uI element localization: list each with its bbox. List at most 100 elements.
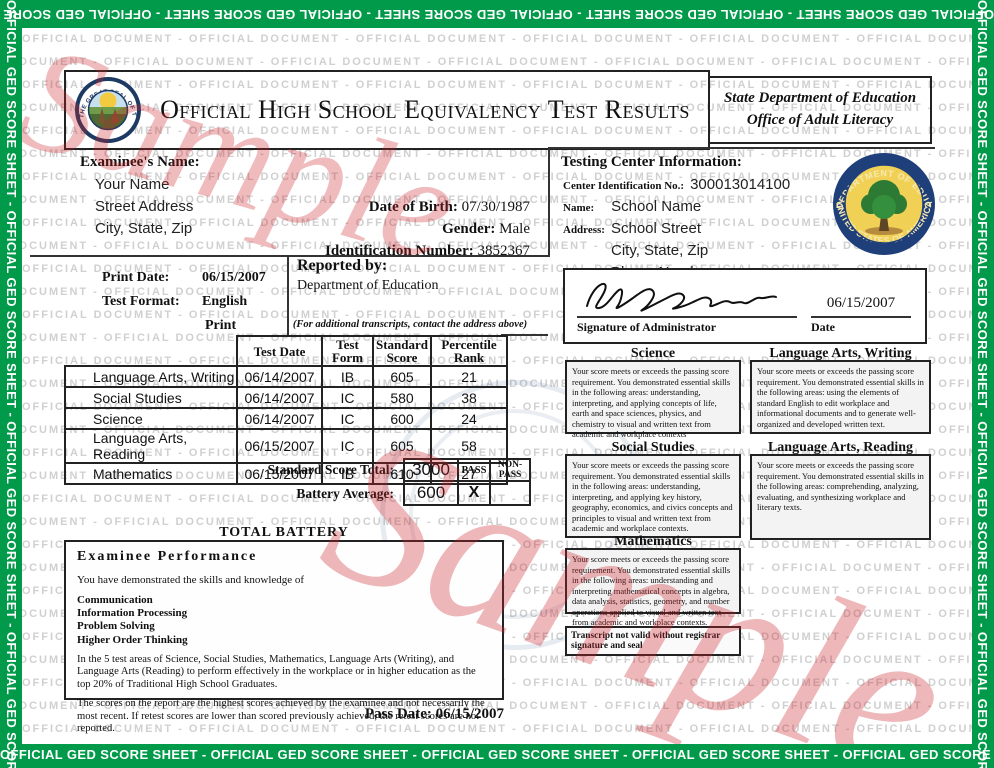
percentile-cell: 38 [430, 386, 508, 409]
reported-by-label: Reported by: [297, 257, 388, 274]
center-name-value: School Name [611, 198, 702, 215]
pattern-row: OFFICIAL DOCUMENT - OFFICIAL DOCUMENT - … [22, 125, 972, 137]
examinee-name-label: Examinee's Name: [80, 154, 200, 170]
subject-cell: Social Studies [64, 386, 238, 409]
subject-cell: Mathematics [64, 462, 238, 485]
pass-mark: X [459, 482, 491, 506]
document-content: THE GREAT SEAL OF THE STATE OF OHIO Offi… [22, 28, 972, 744]
date-line [811, 316, 911, 318]
total-battery-heading: TOTAL BATTERY [219, 525, 349, 540]
performance-paragraph: The scores on the report are the highest… [77, 698, 485, 735]
social-studies-box-title: Social Studies [611, 440, 695, 455]
state-seal-icon: THE GREAT SEAL OF THE STATE OF OHIO [74, 76, 141, 143]
pattern-row: OFFICIAL DOCUMENT - OFFICIAL DOCUMENT - … [22, 79, 972, 91]
agency-line1: State Department of Education [723, 90, 917, 107]
pattern-row: OFFICIAL DOCUMENT - OFFICIAL DOCUMENT - … [22, 56, 972, 68]
print-date-value: 06/15/2007 [202, 270, 266, 285]
la-writing-box-title: Language Arts, Writing [769, 346, 912, 361]
examinee-name: Your Name [95, 176, 170, 193]
gender-value: Male [499, 221, 530, 237]
divider-line [548, 147, 935, 149]
pattern-row: OFFICIAL DOCUMENT - OFFICIAL DOCUMENT - … [22, 148, 972, 160]
examinee-street: Street Address [95, 198, 194, 215]
pattern-row: OFFICIAL DOCUMENT - OFFICIAL DOCUMENT - … [22, 723, 972, 735]
form-cell: IC [321, 428, 374, 464]
form-cell: IB [321, 462, 374, 485]
non-pass-mark [491, 482, 531, 506]
pattern-row: OFFICIAL DOCUMENT - OFFICIAL DOCUMENT - … [22, 240, 972, 252]
dob-value: 07/30/1987 [461, 199, 530, 215]
subject-cell: Science [64, 407, 238, 430]
subject-cell: Language Arts, Reading [64, 428, 238, 464]
examinee-performance-box: Examinee Performance You have demonstrat… [64, 540, 504, 734]
battery-average-value: 600 [403, 482, 459, 506]
pattern-row: OFFICIAL DOCUMENT - OFFICIAL DOCUMENT - … [22, 217, 972, 229]
divider-line [548, 147, 550, 257]
center-id-label: Center Identification No.: [563, 180, 685, 192]
dob-label: Date of Birth: [368, 199, 458, 215]
score-cell: 600 [372, 407, 432, 430]
la-reading-box: Your score meets or exceeds the passing … [750, 454, 931, 540]
date-label: Date [811, 320, 835, 334]
form-cell: IC [321, 407, 374, 430]
center-name-label: Name: [563, 202, 595, 214]
date-cell: 06/14/2007 [236, 407, 323, 430]
battery-average-label: Battery Average: [296, 486, 394, 501]
standard-score-total-value: 3000 [403, 458, 459, 482]
col-header-test-form: Test Form [321, 335, 374, 367]
divider-line [501, 334, 548, 336]
signature-label: Signature of Administrator [577, 320, 717, 334]
date-cell: 06/15/2007 [236, 428, 323, 464]
score-cell: 580 [372, 386, 432, 409]
divider-line [287, 255, 289, 335]
document-paper: OFFICIAL DOCUMENT - OFFICIAL DOCUMENT - … [22, 28, 972, 744]
percentile-cell: 27 [430, 462, 508, 485]
performance-box-title: Examinee Performance [77, 549, 258, 564]
examinee-details-block: Date of Birth: 07/30/1987 Gender: Male I… [222, 196, 530, 262]
scores-table-header-row: Test Date Test Form Standard Score Perce… [65, 335, 508, 367]
print-date-label: Print Date: [102, 270, 170, 285]
standard-score-total-label: Standard Score Total: [267, 462, 394, 477]
center-id-value: 300013014100 [690, 176, 791, 193]
pattern-row: OFFICIAL DOCUMENT - OFFICIAL DOCUMENT - … [22, 700, 972, 712]
additional-transcripts-note: (For additional transcripts, contact the… [292, 319, 528, 330]
skill-item: Information Processing [77, 607, 188, 620]
pattern-row: OFFICIAL DOCUMENT - OFFICIAL DOCUMENT - … [22, 33, 972, 45]
border-strip-top: OFFICIAL GED SCORE SHEET - OFFICIAL GED … [0, 7, 994, 22]
form-cell: IC [321, 386, 374, 409]
mathematics-box-title: Mathematics [614, 534, 692, 549]
percentile-cell: 24 [430, 407, 508, 430]
skill-item: Problem Solving [77, 620, 155, 633]
date-cell: 06/15/2007 [236, 462, 323, 485]
science-box: Your score meets or exceeds the passing … [565, 360, 741, 439]
pass-date: Pass Date: 06/15/2007 [64, 706, 504, 723]
pattern-row: OFFICIAL DOCUMENT - OFFICIAL DOCUMENT - … [22, 171, 972, 183]
mathematics-box: Your score meets or exceeds the passing … [565, 548, 741, 627]
header-box: THE GREAT SEAL OF THE STATE OF OHIO Offi… [64, 70, 710, 150]
science-box-title: Science [630, 346, 676, 361]
col-header-test-date: Test Date [236, 335, 323, 367]
totals-block: Standard Score Total: 3000 PASS NON-PASS… [64, 458, 531, 506]
page-title: Official High School Equivalency Test Re… [160, 95, 690, 124]
la-writing-box: Your score meets or exceeds the passing … [750, 360, 931, 434]
print-info-block: Print Date: 06/15/2007 Test Format: Englis… [102, 266, 266, 338]
date-cell: 06/14/2007 [236, 365, 323, 388]
skill-item: Communication [77, 594, 153, 606]
signature-box: 06/15/2007 Signature of Administrator Da… [563, 268, 927, 344]
center-street-value: School Street [610, 220, 702, 237]
border-strip-right: OFFICIAL GED SCORE SHEET - OFFICIAL GED … [973, 0, 991, 768]
col-header-standard-score: Standard Score [372, 335, 432, 367]
score-cell: 610 [372, 462, 432, 485]
border-strip-left: OFFICIAL GED SCORE SHEET - OFFICIAL GED … [2, 0, 20, 768]
pattern-row: OFFICIAL DOCUMENT - OFFICIAL DOCUMENT - … [22, 194, 972, 206]
reported-by-value: Department of Education [297, 278, 439, 293]
center-city-value: City, State, Zip [611, 242, 709, 259]
registrar-note: Transcript not valid without registrar s… [565, 626, 741, 656]
gender-label: Gender: [442, 221, 496, 237]
signature-date-value: 06/15/2007 [826, 295, 896, 311]
score-cell: 605 [372, 365, 432, 388]
test-format-label: Test Format: [102, 294, 180, 309]
scores-table: Test Date Test Form Standard Score Perce… [64, 335, 508, 485]
divider-line [30, 255, 548, 257]
